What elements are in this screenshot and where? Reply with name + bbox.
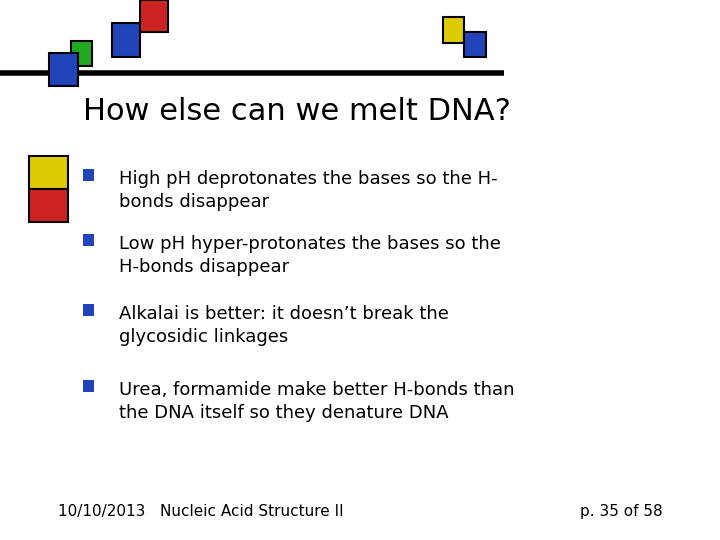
Text: Low pH hyper-protonates the bases so the
H-bonds disappear: Low pH hyper-protonates the bases so the… [119, 235, 500, 276]
Text: 10/10/2013   Nucleic Acid Structure II: 10/10/2013 Nucleic Acid Structure II [58, 504, 343, 519]
Text: Alkalai is better: it doesn’t break the
glycosidic linkages: Alkalai is better: it doesn’t break the … [119, 305, 449, 346]
Bar [49, 53, 78, 86]
Bar [83, 380, 94, 392]
Bar [29, 189, 68, 222]
Text: Urea, formamide make better H-bonds than
the DNA itself so they denature DNA: Urea, formamide make better H-bonds than… [119, 381, 514, 422]
Bar [83, 169, 94, 181]
Bar [443, 17, 464, 43]
Bar [112, 23, 140, 57]
Text: High pH deprotonates the bases so the H-
bonds disappear: High pH deprotonates the bases so the H-… [119, 170, 498, 211]
Text: How else can we melt DNA?: How else can we melt DNA? [83, 97, 510, 126]
Bar [71, 41, 92, 66]
Bar [83, 304, 94, 316]
Bar [464, 32, 486, 57]
Bar [83, 234, 94, 246]
Bar [29, 156, 68, 189]
Bar [140, 0, 168, 32]
Text: p. 35 of 58: p. 35 of 58 [580, 504, 662, 519]
